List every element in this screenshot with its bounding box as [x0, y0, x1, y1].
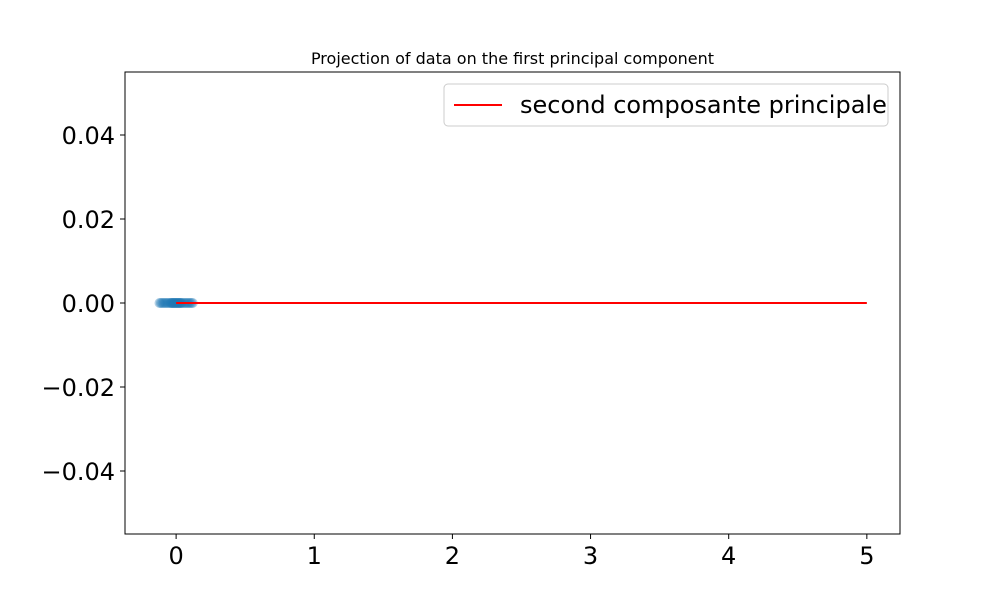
- legend-label: second composante principale: [520, 91, 887, 119]
- scatter-point: [158, 298, 169, 308]
- x-tick-label: 5: [859, 542, 874, 570]
- x-tick-label: 3: [583, 542, 598, 570]
- scatter-point: [170, 298, 181, 308]
- scatter-point: [168, 298, 179, 308]
- legend: second composante principale: [443, 83, 889, 127]
- y-tick-label: −0.04: [41, 458, 115, 486]
- scatter-point: [165, 298, 176, 308]
- x-tick-label: 2: [445, 542, 460, 570]
- x-tick-label: 4: [721, 542, 736, 570]
- y-tick-label: 0.00: [62, 290, 115, 318]
- y-tick-label: 0.02: [62, 206, 115, 234]
- scatter-point: [166, 298, 177, 308]
- scatter-point: [169, 298, 180, 308]
- y-tick-label: −0.02: [41, 374, 115, 402]
- scatter-point: [161, 298, 172, 308]
- scatter-point: [160, 298, 171, 308]
- data-marks: [154, 298, 867, 308]
- x-axis: 0 1 2 3 4 5: [168, 534, 874, 570]
- scatter-point: [167, 298, 178, 308]
- legend-box: [443, 83, 889, 127]
- scatter-point: [155, 298, 166, 308]
- scatter-point: [157, 298, 168, 308]
- y-axis: 0.04 0.02 0.00 −0.02 −0.04: [41, 122, 125, 486]
- x-tick-label: 1: [307, 542, 322, 570]
- scatter-point: [166, 298, 177, 308]
- scatter-point: [164, 298, 175, 308]
- x-tick-label: 0: [168, 542, 183, 570]
- chart-title: Projection of data on the first principa…: [311, 49, 714, 68]
- scatter-point: [169, 298, 180, 308]
- scatter-point: [154, 298, 165, 308]
- y-tick-label: 0.04: [62, 122, 115, 150]
- scatter-point: [162, 298, 173, 308]
